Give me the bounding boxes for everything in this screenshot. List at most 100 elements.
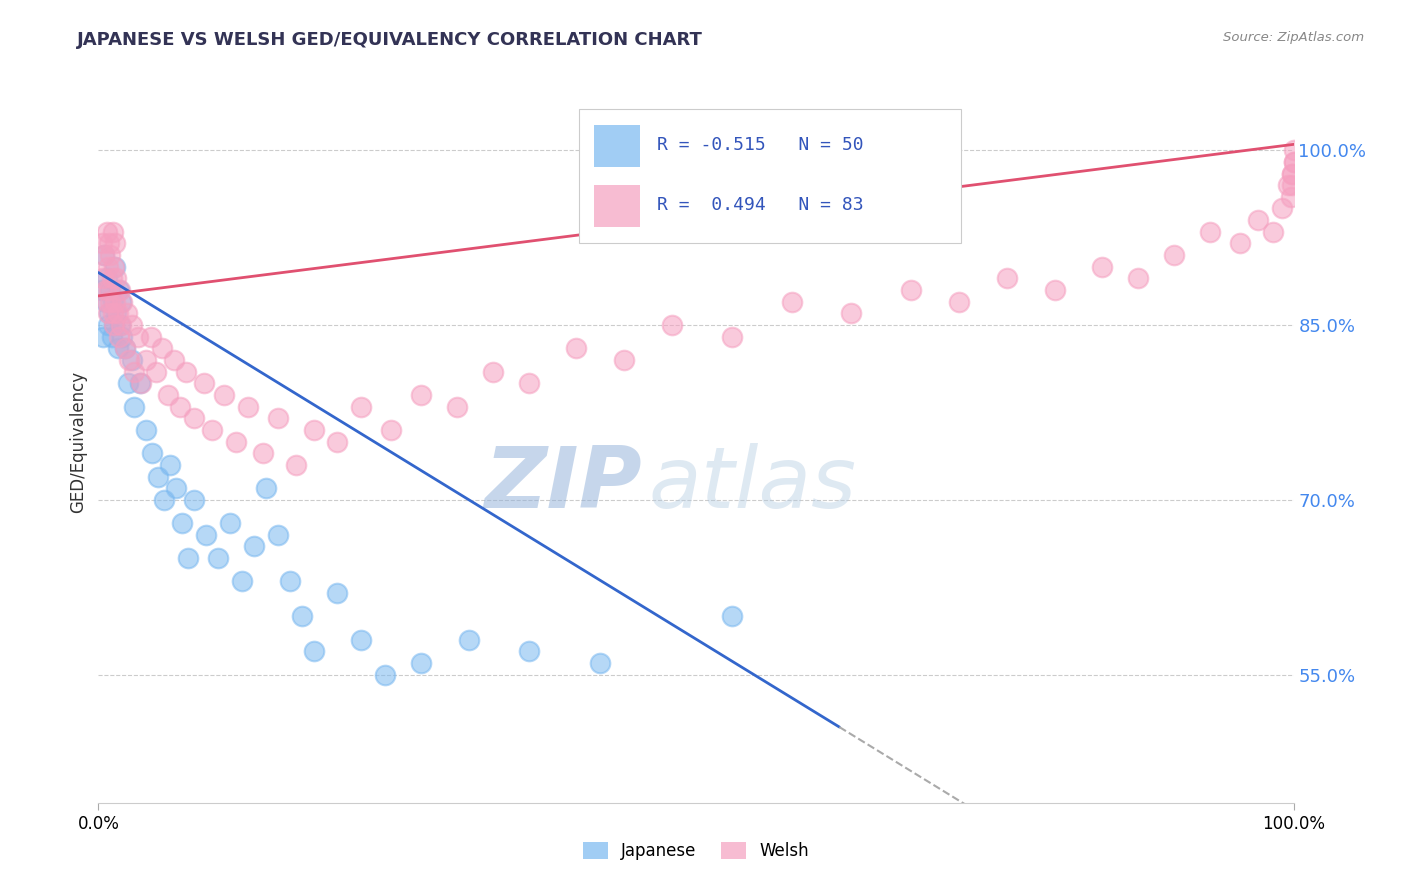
Point	[103, 260, 125, 274]
Point	[98, 306, 121, 320]
Point	[108, 283, 131, 297]
Y-axis label: GED/Equivalency: GED/Equivalency	[69, 370, 87, 513]
Point	[481, 365, 505, 379]
Point	[183, 411, 205, 425]
Point	[302, 423, 325, 437]
Point	[172, 516, 194, 530]
Point	[153, 492, 176, 507]
Point	[177, 551, 200, 566]
Point	[254, 481, 277, 495]
Point	[135, 423, 157, 437]
Point	[93, 248, 115, 262]
Point	[141, 446, 163, 460]
Point	[163, 353, 186, 368]
Point	[100, 271, 122, 285]
Point	[231, 574, 253, 589]
Point	[114, 341, 136, 355]
Point	[98, 236, 121, 251]
Point	[121, 353, 143, 368]
Point	[121, 318, 143, 332]
Point	[94, 294, 117, 309]
Point	[411, 656, 433, 670]
FancyBboxPatch shape	[579, 109, 962, 243]
Point	[124, 365, 146, 379]
Point	[174, 365, 197, 379]
Point	[94, 283, 117, 297]
Point	[1128, 271, 1150, 285]
Point	[446, 400, 468, 414]
Point	[589, 656, 612, 670]
Point	[107, 283, 129, 297]
Text: atlas: atlas	[648, 443, 856, 526]
Text: ZIP: ZIP	[485, 443, 643, 526]
Point	[193, 376, 215, 391]
Point	[111, 294, 134, 309]
Point	[326, 434, 349, 449]
Point	[98, 283, 122, 297]
Point	[108, 318, 131, 332]
Text: R = -0.515   N = 50: R = -0.515 N = 50	[657, 136, 863, 154]
Point	[780, 294, 803, 309]
Point	[380, 423, 402, 437]
Point	[1271, 202, 1294, 216]
Point	[118, 353, 141, 368]
Legend: Japanese, Welsh: Japanese, Welsh	[576, 835, 815, 867]
Text: JAPANESE VS WELSH GED/EQUIVALENCY CORRELATION CHART: JAPANESE VS WELSH GED/EQUIVALENCY CORREL…	[77, 31, 703, 49]
Bar	[595, 125, 640, 167]
Point	[100, 329, 122, 343]
Point	[900, 283, 922, 297]
Point	[105, 306, 128, 320]
Point	[1281, 167, 1303, 181]
Point	[96, 294, 118, 309]
Point	[114, 341, 136, 355]
Point	[150, 341, 173, 355]
Text: Source: ZipAtlas.com: Source: ZipAtlas.com	[1223, 31, 1364, 45]
Point	[517, 376, 540, 391]
Point	[107, 341, 129, 355]
Point	[183, 492, 205, 507]
Point	[326, 586, 349, 600]
Point	[613, 353, 636, 368]
Point	[207, 551, 229, 566]
Point	[110, 294, 132, 309]
Point	[458, 632, 481, 647]
Point	[156, 388, 179, 402]
Point	[97, 306, 120, 320]
Point	[101, 294, 124, 309]
Point	[110, 318, 132, 332]
Point	[374, 667, 396, 681]
Point	[236, 400, 259, 414]
Point	[350, 632, 373, 647]
Point	[148, 469, 170, 483]
Point	[115, 306, 138, 320]
Point	[212, 388, 235, 402]
Point	[1277, 178, 1299, 193]
Point	[517, 644, 540, 658]
Point	[350, 400, 373, 414]
Point	[98, 294, 122, 309]
Point	[124, 400, 146, 414]
Point	[105, 271, 128, 285]
Point	[159, 458, 181, 472]
Point	[101, 306, 124, 320]
Point	[948, 294, 970, 309]
Point	[104, 294, 127, 309]
Point	[661, 318, 683, 332]
Point	[201, 423, 224, 437]
Point	[278, 574, 301, 589]
Point	[1279, 190, 1302, 204]
Point	[107, 306, 129, 320]
Point	[103, 318, 125, 332]
Point	[165, 481, 187, 495]
Point	[1163, 248, 1185, 262]
Point	[145, 365, 167, 379]
Point	[1263, 225, 1285, 239]
Point	[995, 271, 1018, 285]
Point	[98, 283, 121, 297]
Point	[721, 329, 744, 343]
Point	[98, 248, 122, 262]
Point	[104, 260, 127, 274]
Point	[1229, 236, 1251, 251]
Point	[219, 516, 242, 530]
Point	[93, 248, 115, 262]
